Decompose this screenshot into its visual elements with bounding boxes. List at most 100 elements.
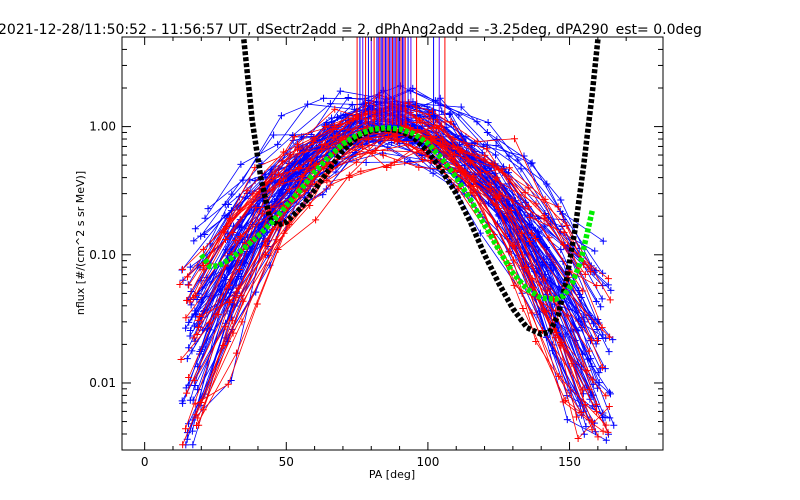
red-flux-curve-marker: [507, 206, 515, 214]
blue-flux-curve-marker: [521, 211, 529, 219]
blue-flux-curve-marker: [563, 416, 571, 424]
red-flux-curve-marker: [587, 268, 595, 276]
blue-flux-curve-marker: [528, 223, 536, 231]
red-flux-curve-marker: [182, 425, 190, 433]
red-flux-curve-marker: [365, 141, 373, 149]
blue-flux-curve-marker: [204, 205, 212, 213]
red-flux-curve-marker: [466, 158, 474, 166]
blue-flux-curve-marker: [192, 311, 200, 319]
red-flux-curve-marker: [532, 200, 540, 208]
red-flux-curve-marker: [191, 400, 199, 408]
blue-flux-curve-marker: [188, 347, 196, 355]
red-flux-curve-marker: [588, 336, 596, 344]
blue-flux-curve-marker: [577, 294, 585, 302]
blue-flux-curve-marker: [348, 101, 356, 109]
blue-flux-curve-marker: [527, 212, 535, 220]
blue-flux-curve-marker: [178, 397, 186, 405]
red-flux-curve-marker: [555, 372, 563, 380]
red-flux-curve-marker: [560, 241, 568, 249]
blue-flux-curve-marker: [606, 388, 614, 396]
red-flux-curve-marker: [598, 363, 606, 371]
blue-flux-curve-marker: [599, 331, 607, 339]
red-flux-curve-marker: [243, 187, 251, 195]
red-flux-curve-marker: [183, 273, 191, 281]
blue-flux-curve-marker: [473, 118, 481, 126]
blue-flux-curve-marker: [187, 301, 195, 309]
red-flux-curve-marker: [190, 376, 198, 384]
blue-flux-curve-marker: [517, 165, 525, 173]
red-flux-curve-marker: [505, 175, 513, 183]
red-flux-curve-marker: [326, 181, 334, 189]
red-flux-curve-marker: [559, 398, 567, 406]
red-flux-curve-marker: [524, 184, 532, 192]
red-flux-curve-marker: [322, 140, 330, 148]
red-flux-curve-marker: [390, 158, 398, 166]
y-axis-label: nflux [#/(cm^2 s sr MeV)]: [74, 171, 87, 315]
blue-flux-curve-marker: [186, 326, 194, 334]
blue-flux-curve-marker: [228, 190, 236, 198]
red-flux-curve-marker: [581, 270, 589, 278]
blue-flux-curve-marker: [178, 266, 186, 274]
red-flux-curve-marker: [194, 316, 202, 324]
red-flux-curve-marker: [526, 213, 534, 221]
red-flux-curve-marker: [606, 333, 614, 341]
red-flux-curve-marker: [183, 296, 191, 304]
blue-flux-curve-marker: [191, 337, 199, 345]
red-flux-curve-marker: [224, 380, 232, 388]
red-flux-curve-marker: [419, 156, 427, 164]
red-flux-curve-marker: [532, 337, 540, 345]
blue-flux-curve-marker: [527, 160, 535, 168]
red-flux-curve-marker: [220, 342, 228, 349]
red-flux-curve-marker: [194, 414, 202, 422]
red-flux-curve-marker: [331, 105, 339, 113]
red-flux-curve-marker: [385, 133, 393, 141]
blue-flux-curve-marker: [610, 421, 618, 429]
red-flux-curve-marker: [605, 403, 613, 411]
red-flux-curve-marker: [252, 204, 260, 212]
red-flux-curve-marker: [295, 164, 303, 172]
blue-flux-curve-marker: [332, 168, 340, 176]
red-flux-curve-marker: [258, 209, 266, 217]
red-flux-curve-marker: [312, 216, 320, 224]
red-flux-curve-marker: [177, 355, 185, 363]
red-flux-curve-marker: [519, 304, 527, 312]
red-flux-curve-marker: [261, 237, 269, 245]
blue-flux-curve-marker: [492, 151, 500, 159]
blue-flux-curve-marker: [431, 97, 439, 105]
red-flux-curve-marker: [498, 166, 506, 174]
red-flux-curve-marker: [185, 281, 193, 289]
red-flux-curve-marker: [573, 413, 581, 421]
blue-flux-curve-marker: [189, 441, 197, 449]
red-flux-curve-marker: [521, 189, 529, 197]
red-flux-curve-marker: [193, 331, 201, 339]
red-flux-curve-marker: [436, 140, 444, 148]
red-flux-curve-marker: [470, 182, 478, 190]
red-flux-curve-marker: [598, 324, 606, 332]
red-flux-curve-marker: [470, 172, 478, 180]
blue-flux-curve-marker: [457, 103, 465, 111]
red-flux-curve-marker: [197, 399, 205, 407]
blue-flux-curve-marker: [597, 303, 605, 311]
blue-flux-curve-marker: [582, 423, 590, 431]
blue-flux-curve-marker: [194, 386, 202, 394]
red-flux-curve-marker: [510, 135, 518, 143]
data-layer: [176, 37, 618, 449]
red-flux-curve-marker: [602, 421, 610, 429]
red-flux-curve-marker: [545, 234, 553, 242]
red-flux-curve-marker: [237, 233, 245, 241]
blue-flux-curve-marker: [557, 246, 565, 254]
red-flux-curve: [194, 123, 585, 422]
red-flux-curve-marker: [235, 265, 243, 273]
red-flux-curve-marker: [524, 203, 532, 211]
red-flux-curve-marker: [333, 132, 341, 140]
y-tick-label: 1.00: [89, 120, 116, 134]
x-tick-label: 150: [558, 455, 581, 469]
blue-flux-curve-marker: [591, 247, 599, 255]
red-flux-curve-marker: [363, 123, 371, 131]
red-flux-curve-marker: [415, 163, 423, 171]
blue-flux-curve-marker: [437, 101, 445, 109]
red-flux-curve-marker: [604, 275, 612, 283]
blue-flux-curve-marker: [185, 318, 193, 326]
red-flux-curve-marker: [457, 166, 465, 174]
